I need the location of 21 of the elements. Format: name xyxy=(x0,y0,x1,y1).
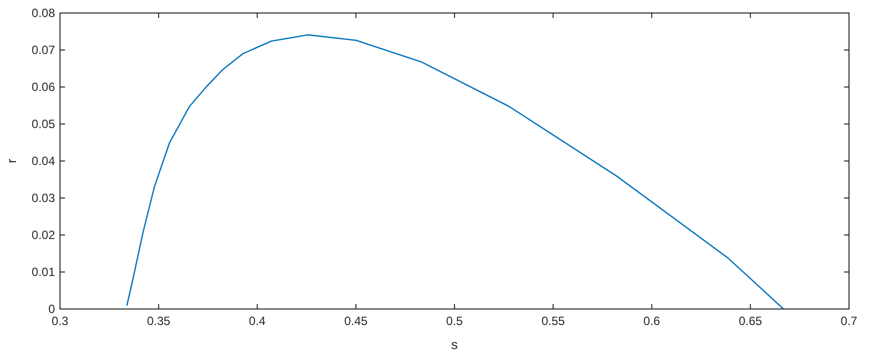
x-tick-label: 0.5 xyxy=(446,314,464,328)
y-tick-label: 0.08 xyxy=(32,6,56,20)
x-tick-label: 0.55 xyxy=(541,314,566,328)
x-axis-title: s xyxy=(451,337,458,352)
y-tick-label: 0.05 xyxy=(32,117,56,131)
x-tick-label: 0.6 xyxy=(643,314,660,328)
line-series xyxy=(126,34,784,310)
x-tick-label: 0.4 xyxy=(248,314,266,328)
y-axis-title: r xyxy=(4,158,19,164)
y-tick-label: 0 xyxy=(48,302,56,316)
y-tick-label: 0.06 xyxy=(32,80,56,94)
x-tick-label: 0.7 xyxy=(840,314,858,328)
x-tick-label: 0.65 xyxy=(738,314,762,328)
y-tick-label: 0.07 xyxy=(32,43,56,57)
x-tick-label: 0.3 xyxy=(52,314,69,328)
y-tick-label: 0.01 xyxy=(32,265,56,279)
y-tick-label: 0.02 xyxy=(32,228,56,242)
y-tick-label: 0.03 xyxy=(32,191,56,205)
y-tick-label: 0.04 xyxy=(32,154,56,168)
x-tick-label: 0.35 xyxy=(146,314,171,328)
x-tick-label: 0.45 xyxy=(344,314,368,328)
